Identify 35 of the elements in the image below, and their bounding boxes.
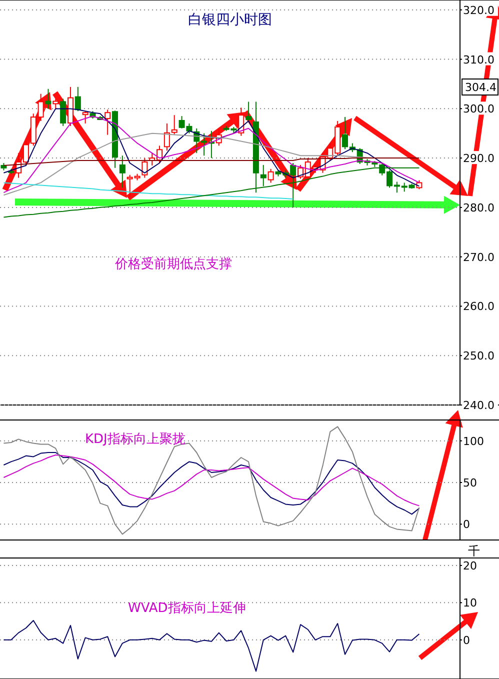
annotation: KDJ指标向上聚拢 — [85, 432, 186, 447]
y-tick-label: 10 — [463, 596, 477, 610]
y-tick-label: 0 — [463, 518, 470, 532]
annotation: WVAD指标向上延伸 — [128, 601, 246, 616]
y-axis-title: 千 — [468, 544, 480, 558]
candlestick — [142, 158, 148, 178]
candlestick — [104, 109, 111, 136]
y-tick-label: 20 — [463, 559, 477, 572]
candlestick — [268, 168, 274, 184]
y-tick-label: 270.0 — [463, 250, 494, 264]
candlestick — [119, 155, 126, 188]
line-series — [3, 182, 294, 200]
candlestick — [246, 101, 252, 122]
text: 304.4 — [465, 81, 496, 94]
y-tick-label: 320.0 — [463, 4, 494, 17]
annotation: 价格受前期低点支撑 — [114, 257, 232, 272]
candlestick — [60, 98, 66, 126]
candlestick — [45, 88, 52, 110]
y-tick-label: 250.0 — [463, 350, 494, 363]
y-tick-label: 260.0 — [463, 300, 494, 314]
line-series — [3, 454, 420, 506]
y-tick-label: 50 — [463, 476, 477, 490]
y-tick-label: 310.0 — [463, 53, 494, 66]
text: 白银四小时图 — [188, 12, 272, 28]
candlestick — [74, 86, 81, 112]
line-series — [3, 620, 420, 672]
y-tick-label: 0 — [463, 634, 470, 647]
candlestick — [82, 110, 88, 124]
y-tick-label: 100 — [463, 434, 484, 448]
y-tick-label: 290.0 — [463, 152, 494, 166]
line-series — [3, 452, 420, 515]
candlestick — [52, 98, 59, 110]
y-tick-label: 240.0 — [463, 399, 494, 412]
y-tick-label: 300.0 — [463, 102, 494, 116]
y-tick-label: 280.0 — [463, 201, 494, 214]
